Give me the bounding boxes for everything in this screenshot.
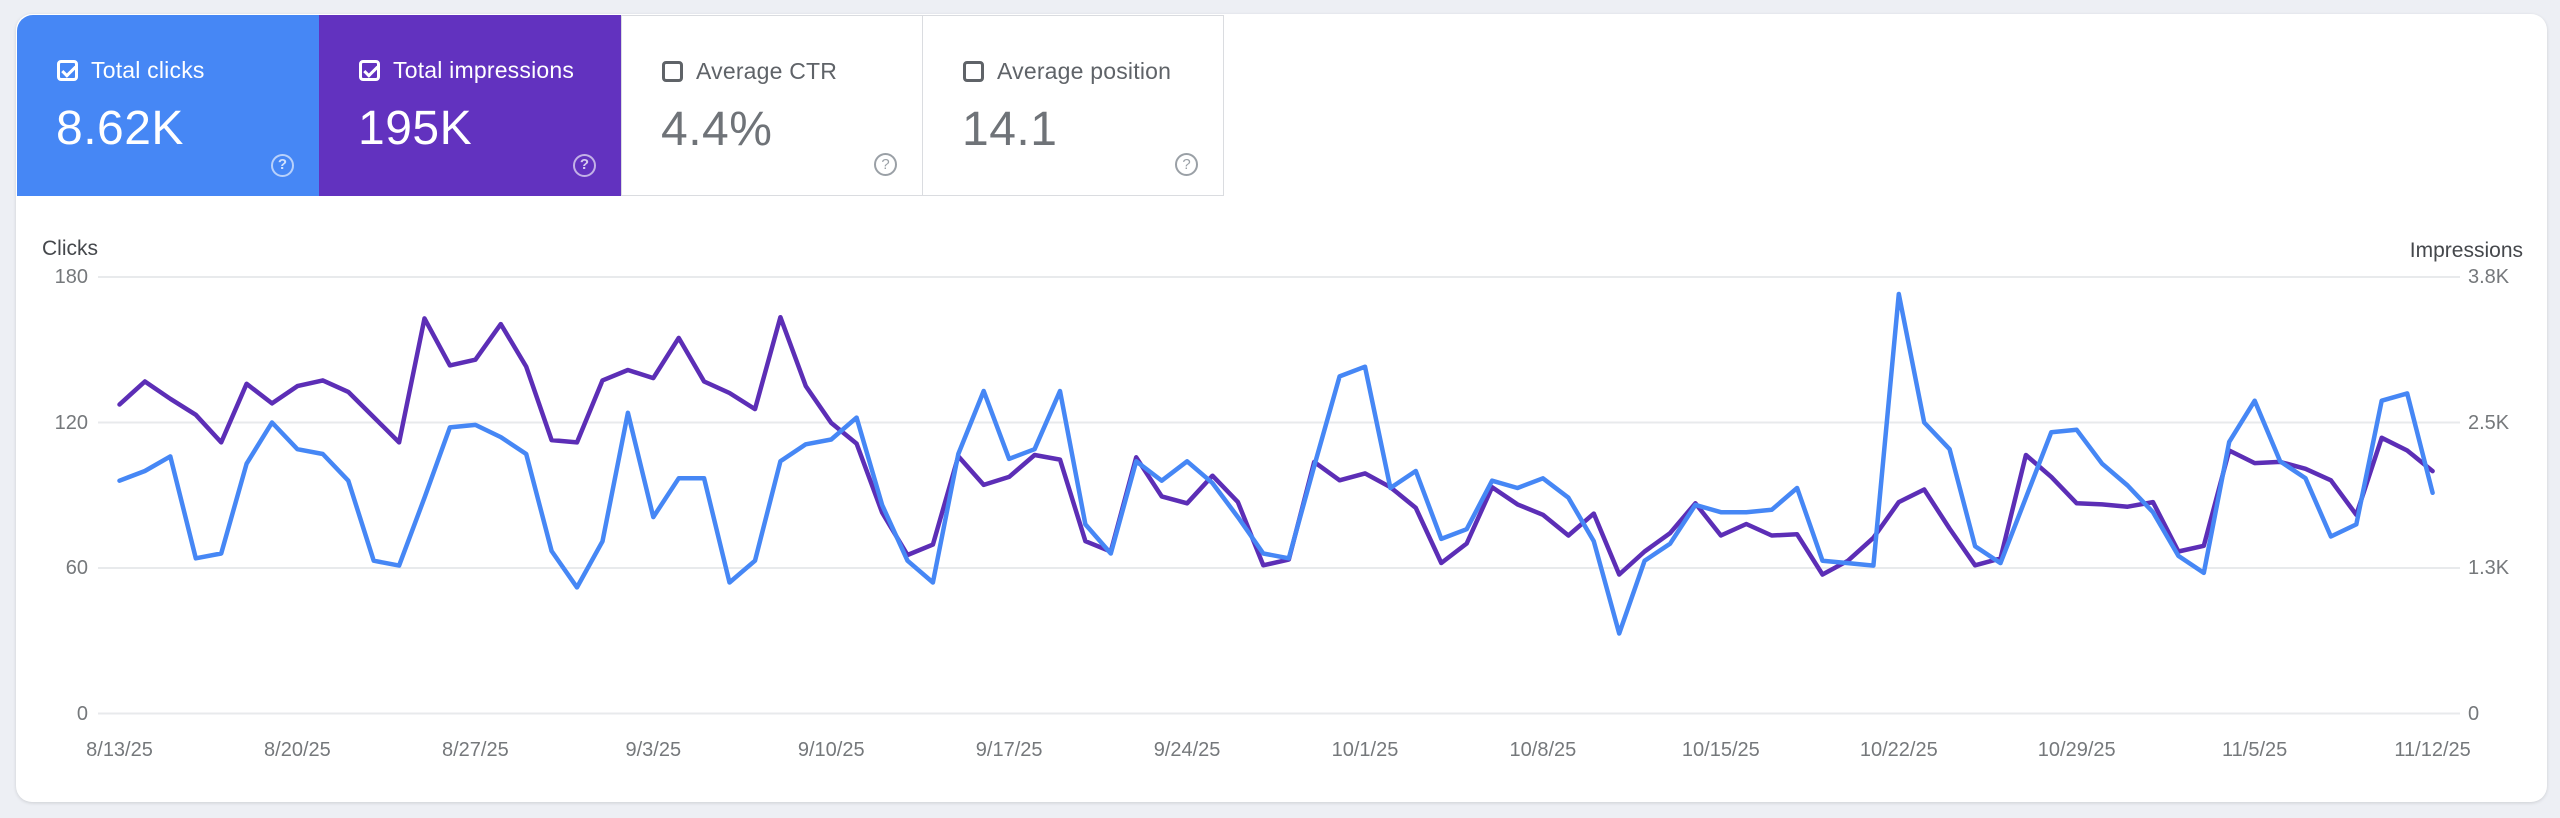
help-icon[interactable]: ?: [874, 153, 897, 176]
checkbox-unchecked-icon[interactable]: [662, 61, 683, 82]
metric-label: Total impressions: [393, 57, 575, 83]
help-icon[interactable]: ?: [271, 154, 294, 177]
x-tick-label: 8/20/25: [264, 739, 331, 761]
x-tick-label: 10/8/25: [1509, 739, 1577, 761]
x-tick-label: 10/22/25: [1859, 739, 1938, 761]
chart-canvas[interactable]: [16, 14, 2547, 802]
performance-chart: Clicks Impressions 180 120 60 0 3.8K 2.5K 1.3…: [16, 14, 2547, 802]
y-tick-label: 60: [65, 557, 88, 579]
checkbox-checked-icon[interactable]: [359, 60, 380, 81]
y-tick-label: 180: [54, 266, 88, 288]
x-tick-label: 11/5/25: [2222, 739, 2288, 761]
y-tick-label: 2.5K: [2468, 411, 2510, 434]
y-axis-right-ticks: 3.8K 2.5K 1.3K 0: [2468, 14, 2548, 802]
metric-card-average-position[interactable]: Average position 14.1?: [922, 15, 1224, 196]
metric-card-average-ctr[interactable]: Average CTR 4.4%?: [621, 15, 923, 196]
x-tick-label: 8/27/25: [441, 739, 509, 761]
help-icon[interactable]: ?: [573, 154, 596, 177]
x-tick-label: 10/1/25: [1331, 739, 1399, 761]
performance-panel: Clicks Impressions 180 120 60 0 3.8K 2.5K 1.3…: [16, 14, 2547, 802]
metric-label: Total clicks: [91, 57, 205, 83]
x-tick-label: 10/15/25: [1681, 739, 1760, 761]
metric-label: Average CTR: [696, 58, 838, 84]
x-tick-label: 9/10/25: [797, 739, 865, 761]
metric-card-total-impressions[interactable]: Total impressions 195K?: [319, 15, 621, 196]
x-tick-label: 9/3/25: [625, 739, 682, 761]
clicks-line: [117, 291, 2435, 636]
y-axis-left-ticks: 180 120 60 0: [16, 14, 88, 802]
x-tick-label: 9/24/25: [1153, 739, 1221, 761]
checkbox-checked-icon[interactable]: [57, 60, 78, 81]
metric-value: 4.4%: [661, 103, 773, 156]
y-tick-label: 3.8K: [2468, 266, 2510, 288]
metric-card-total-clicks[interactable]: Total clicks 8.62K?: [17, 15, 319, 196]
metric-value: 8.62K: [56, 102, 184, 155]
x-tick-label: 11/12/25: [2394, 739, 2471, 761]
y-tick-label: 1.3K: [2468, 557, 2510, 579]
y-tick-label: 0: [76, 702, 88, 725]
impressions-line: [117, 314, 2435, 577]
metric-value: 14.1: [962, 103, 1058, 156]
metric-cards-row: Total clicks 8.62K? Total impressions 195K?…: [17, 15, 1224, 196]
x-tick-label: 8/13/25: [86, 739, 153, 761]
x-tick-label: 10/29/25: [2037, 739, 2116, 761]
checkbox-unchecked-icon[interactable]: [963, 61, 984, 82]
metric-value: 195K: [358, 102, 473, 155]
right-axis-title: Impressions: [2409, 239, 2523, 262]
metric-label: Average position: [997, 58, 1172, 84]
left-axis-title: Clicks: [42, 237, 98, 260]
help-icon[interactable]: ?: [1175, 153, 1198, 176]
x-tick-label: 9/17/25: [975, 739, 1043, 761]
y-tick-label: 120: [54, 411, 88, 434]
y-tick-label: 0: [2468, 702, 2480, 725]
